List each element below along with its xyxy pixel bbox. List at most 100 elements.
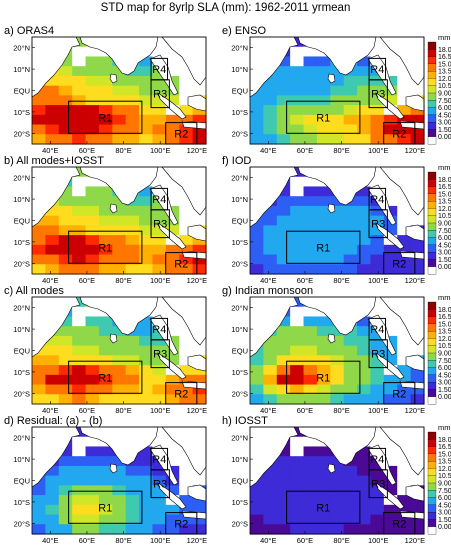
heatmap-cell bbox=[370, 394, 385, 405]
heatmap-cell bbox=[112, 254, 127, 265]
colorbar-label: 12.0 bbox=[438, 336, 451, 343]
heatmap-cell bbox=[112, 134, 127, 145]
heatmap-cell bbox=[179, 345, 194, 356]
heatmap-cell bbox=[383, 196, 398, 207]
heatmap-cell bbox=[397, 244, 412, 256]
colorbar-swatch bbox=[427, 171, 437, 180]
heatmap-cell bbox=[330, 475, 345, 486]
heatmap-cell bbox=[32, 235, 46, 246]
heatmap-cell bbox=[397, 456, 412, 467]
heatmap-cell bbox=[98, 446, 113, 457]
heatmap-cell bbox=[303, 475, 318, 486]
heatmap-cell bbox=[316, 504, 331, 516]
heatmap-cell bbox=[179, 124, 194, 135]
heatmap-cell bbox=[72, 225, 87, 236]
x-tick-label: 120°E bbox=[187, 536, 208, 545]
heatmap-cell bbox=[152, 345, 167, 356]
colorbar-swatch bbox=[427, 179, 437, 188]
heatmap-cell bbox=[152, 355, 167, 366]
heatmap-cell bbox=[290, 456, 305, 467]
y-tick-label: 10°S bbox=[232, 498, 248, 507]
y-tick-label: 10°S bbox=[14, 368, 30, 377]
heatmap-cell bbox=[357, 504, 372, 516]
heatmap-cell bbox=[383, 114, 398, 126]
heatmap-cell bbox=[343, 124, 358, 135]
heatmap-cell bbox=[343, 85, 358, 96]
heatmap-cell bbox=[165, 66, 180, 77]
heatmap-cell bbox=[343, 335, 358, 347]
heatmap-cell bbox=[58, 105, 73, 116]
heatmap-cell bbox=[152, 215, 167, 226]
heatmap-cell bbox=[383, 225, 398, 236]
colorbar-label: 1.50 bbox=[438, 387, 451, 394]
heatmap-cell bbox=[112, 85, 127, 96]
heatmap-cell bbox=[343, 114, 358, 126]
heatmap-cell bbox=[32, 134, 46, 145]
heatmap-cell bbox=[303, 75, 318, 87]
heatmap-cell bbox=[276, 75, 291, 87]
y-tick-label: 20°S bbox=[232, 519, 248, 528]
x-tick-label: 100°E bbox=[368, 276, 389, 285]
land-mass bbox=[79, 296, 159, 336]
heatmap-cell bbox=[290, 465, 305, 477]
heatmap-cell bbox=[276, 186, 291, 197]
heatmap-cell bbox=[330, 524, 345, 535]
heatmap-cell bbox=[112, 215, 127, 226]
heatmap-cell bbox=[330, 95, 345, 106]
heatmap-cell bbox=[357, 186, 372, 197]
heatmap-cell bbox=[316, 485, 331, 496]
heatmap-cell bbox=[370, 205, 385, 217]
heatmap-cell bbox=[250, 504, 264, 516]
heatmap-cell bbox=[303, 176, 318, 188]
heatmap-cell bbox=[72, 504, 87, 516]
heatmap-cell bbox=[72, 215, 87, 226]
heatmap-cell bbox=[357, 215, 372, 226]
x-tick-label: 100°E bbox=[368, 146, 389, 155]
colorbar-swatch bbox=[427, 497, 437, 506]
colorbar-label: 16.5 bbox=[438, 184, 451, 191]
heatmap-cell bbox=[263, 85, 278, 96]
heatmap-cell bbox=[72, 345, 87, 356]
heatmap-cell bbox=[383, 465, 398, 477]
heatmap-cell bbox=[330, 394, 345, 405]
heatmap-cell bbox=[139, 456, 154, 467]
colorbar-swatch bbox=[427, 222, 437, 231]
heatmap-cell bbox=[303, 114, 318, 126]
colorbar-label: 10.5 bbox=[438, 213, 451, 220]
heatmap-cell bbox=[45, 374, 60, 386]
heatmap-cell bbox=[357, 524, 372, 535]
region-label-r3: R3 bbox=[371, 89, 385, 101]
heatmap-cell bbox=[357, 446, 372, 457]
heatmap-cell bbox=[112, 384, 127, 395]
x-tick-label: 60°E bbox=[79, 276, 95, 285]
heatmap-cell bbox=[152, 75, 167, 87]
heatmap-cell bbox=[58, 215, 73, 226]
colorbar-swatch bbox=[427, 475, 437, 484]
land-mass bbox=[297, 296, 377, 336]
x-tick-label: 100°E bbox=[368, 536, 389, 545]
region-box-r1 bbox=[68, 360, 143, 394]
land-mass bbox=[375, 92, 405, 120]
heatmap-cell bbox=[85, 316, 100, 327]
heatmap-cell bbox=[330, 355, 345, 366]
heatmap-cell bbox=[370, 384, 385, 395]
heatmap-cell bbox=[263, 514, 278, 525]
heatmap-cell bbox=[330, 365, 345, 376]
heatmap-cell bbox=[152, 504, 167, 516]
panel-label: c) All modes bbox=[4, 285, 64, 297]
heatmap-cell bbox=[139, 196, 154, 207]
heatmap-cell bbox=[263, 205, 278, 217]
x-tick-label: 40°E bbox=[42, 536, 58, 545]
heatmap-cell bbox=[165, 114, 180, 126]
heatmap-cell bbox=[32, 495, 46, 506]
land-mass bbox=[367, 184, 397, 226]
heatmap-cell bbox=[370, 134, 385, 145]
colorbar-swatch bbox=[427, 526, 437, 535]
y-tick-label: 10°N bbox=[231, 455, 248, 464]
colorbar-swatch bbox=[427, 92, 437, 101]
heatmap-cell bbox=[263, 264, 278, 275]
colorbar-swatch bbox=[427, 360, 437, 369]
heatmap-cell bbox=[290, 365, 305, 376]
heatmap-cell bbox=[192, 495, 207, 506]
colorbar-swatch bbox=[427, 121, 437, 130]
